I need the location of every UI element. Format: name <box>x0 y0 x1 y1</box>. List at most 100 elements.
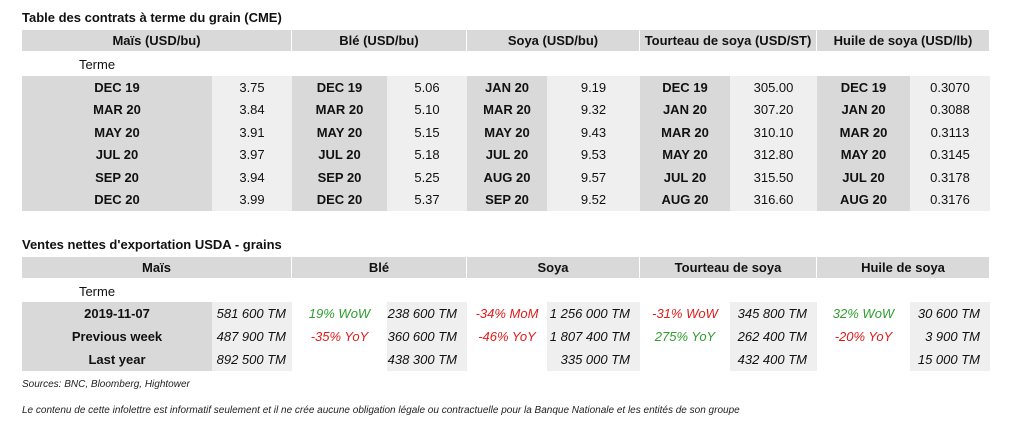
contract-price: 3.97 <box>212 143 292 166</box>
row-label: 2019-11-07 <box>22 302 212 325</box>
contract-price: 0.3088 <box>910 98 990 121</box>
contract-term: JUL 20 <box>640 166 730 189</box>
change: -46% YoY <box>478 329 536 344</box>
contract-price: 305.00 <box>730 76 817 99</box>
contract-price: 5.10 <box>387 98 467 121</box>
contract-price: 3.75 <box>212 76 292 99</box>
contract-term: DEC 20 <box>292 188 387 211</box>
contract-term: MAY 20 <box>292 121 387 144</box>
contract-term: SEP 20 <box>22 166 212 189</box>
contract-price: 9.19 <box>547 76 640 99</box>
contract-term: DEC 20 <box>22 188 212 211</box>
export-volume: 892 500 TM <box>212 348 292 371</box>
term-label: Terme <box>78 56 116 72</box>
change: -35% YoY <box>310 329 369 344</box>
export-volume: 3 900 TM <box>910 325 990 348</box>
column-header: Maïs <box>22 257 292 279</box>
contract-term: JAN 20 <box>640 98 730 121</box>
table-title: Ventes nettes d'exportation USDA - grain… <box>22 237 282 252</box>
row-label: Previous week <box>22 325 212 348</box>
contract-price: 0.3070 <box>910 76 990 99</box>
row-label: Last year <box>22 348 212 371</box>
contract-price: 9.53 <box>547 143 640 166</box>
contract-term: JUL 20 <box>467 143 547 166</box>
change: 275% YoY <box>654 329 716 344</box>
contract-price: 0.3176 <box>910 188 990 211</box>
change: -34% MoM <box>475 306 539 321</box>
export-volume: 262 400 TM <box>730 325 817 348</box>
column-header: Tourteau de soya <box>640 257 817 279</box>
contract-term: DEC 19 <box>292 76 387 99</box>
contract-price: 5.06 <box>387 76 467 99</box>
contract-term: JUL 20 <box>22 143 212 166</box>
column-header: Maïs (USD/bu) <box>22 30 292 52</box>
change: 32% WoW <box>832 306 895 321</box>
column-header: Huile de soya <box>817 257 990 279</box>
contract-term: MAR 20 <box>467 98 547 121</box>
column-header: Tourteau de soya (USD/ST) <box>640 30 817 52</box>
export-volume: 30 600 TM <box>910 302 990 325</box>
contract-term: MAY 20 <box>640 143 730 166</box>
export-volume: 335 000 TM <box>547 348 640 371</box>
export-volume: 1 807 400 TM <box>547 325 640 348</box>
contract-term: AUG 20 <box>467 166 547 189</box>
contract-price: 5.15 <box>387 121 467 144</box>
contract-term: JAN 20 <box>817 98 910 121</box>
contract-price: 0.3178 <box>910 166 990 189</box>
contract-term: DEC 19 <box>640 76 730 99</box>
contract-price: 5.18 <box>387 143 467 166</box>
export-volume: 15 000 TM <box>910 348 990 371</box>
sources: Sources: BNC, Bloomberg, Hightower <box>22 379 190 390</box>
change: -31% WoW <box>652 306 718 321</box>
contract-term: JAN 20 <box>467 76 547 99</box>
contract-price: 315.50 <box>730 166 817 189</box>
contract-price: 316.60 <box>730 188 817 211</box>
contract-term: DEC 19 <box>817 76 910 99</box>
column-header: Huile de soya (USD/lb) <box>817 30 990 52</box>
export-volume: 238 600 TM <box>387 302 467 325</box>
export-volume: 432 400 TM <box>730 348 817 371</box>
contract-term: JUL 20 <box>817 166 910 189</box>
contract-term: SEP 20 <box>467 188 547 211</box>
change: 19% WoW <box>308 306 371 321</box>
contract-price: 9.52 <box>547 188 640 211</box>
export-volume: 360 600 TM <box>387 325 467 348</box>
contract-price: 310.10 <box>730 121 817 144</box>
contract-price: 5.25 <box>387 166 467 189</box>
contract-price: 5.37 <box>387 188 467 211</box>
contract-term: AUG 20 <box>817 188 910 211</box>
contract-term: MAR 20 <box>22 98 212 121</box>
contract-price: 312.80 <box>730 143 817 166</box>
change: -20% YoY <box>834 329 893 344</box>
contract-term: MAR 20 <box>292 98 387 121</box>
contract-term: JUL 20 <box>292 143 387 166</box>
contract-term: SEP 20 <box>292 166 387 189</box>
contract-term: MAR 20 <box>817 121 910 144</box>
export-volume: 1 256 000 TM <box>547 302 640 325</box>
contract-price: 307.20 <box>730 98 817 121</box>
contract-price: 9.43 <box>547 121 640 144</box>
contract-price: 0.3145 <box>910 143 990 166</box>
contract-price: 3.84 <box>212 98 292 121</box>
contract-term: AUG 20 <box>640 188 730 211</box>
contract-term: MAR 20 <box>640 121 730 144</box>
export-volume: 345 800 TM <box>730 302 817 325</box>
column-header: Blé <box>292 257 467 279</box>
column-header: Soya (USD/bu) <box>467 30 640 52</box>
contract-term: MAY 20 <box>817 143 910 166</box>
contract-price: 3.94 <box>212 166 292 189</box>
contract-term: MAY 20 <box>22 121 212 144</box>
contract-price: 9.32 <box>547 98 640 121</box>
contract-term: DEC 19 <box>22 76 212 99</box>
contract-price: 9.57 <box>547 166 640 189</box>
export-volume: 581 600 TM <box>212 302 292 325</box>
term-label: Terme <box>78 283 116 299</box>
contract-price: 3.99 <box>212 188 292 211</box>
export-volume: 438 300 TM <box>387 348 467 371</box>
contract-price: 3.91 <box>212 121 292 144</box>
column-header: Soya <box>467 257 640 279</box>
contract-term: MAY 20 <box>467 121 547 144</box>
column-header: Blé (USD/bu) <box>292 30 467 52</box>
table-title: Table des contrats à terme du grain (CME… <box>22 10 282 25</box>
